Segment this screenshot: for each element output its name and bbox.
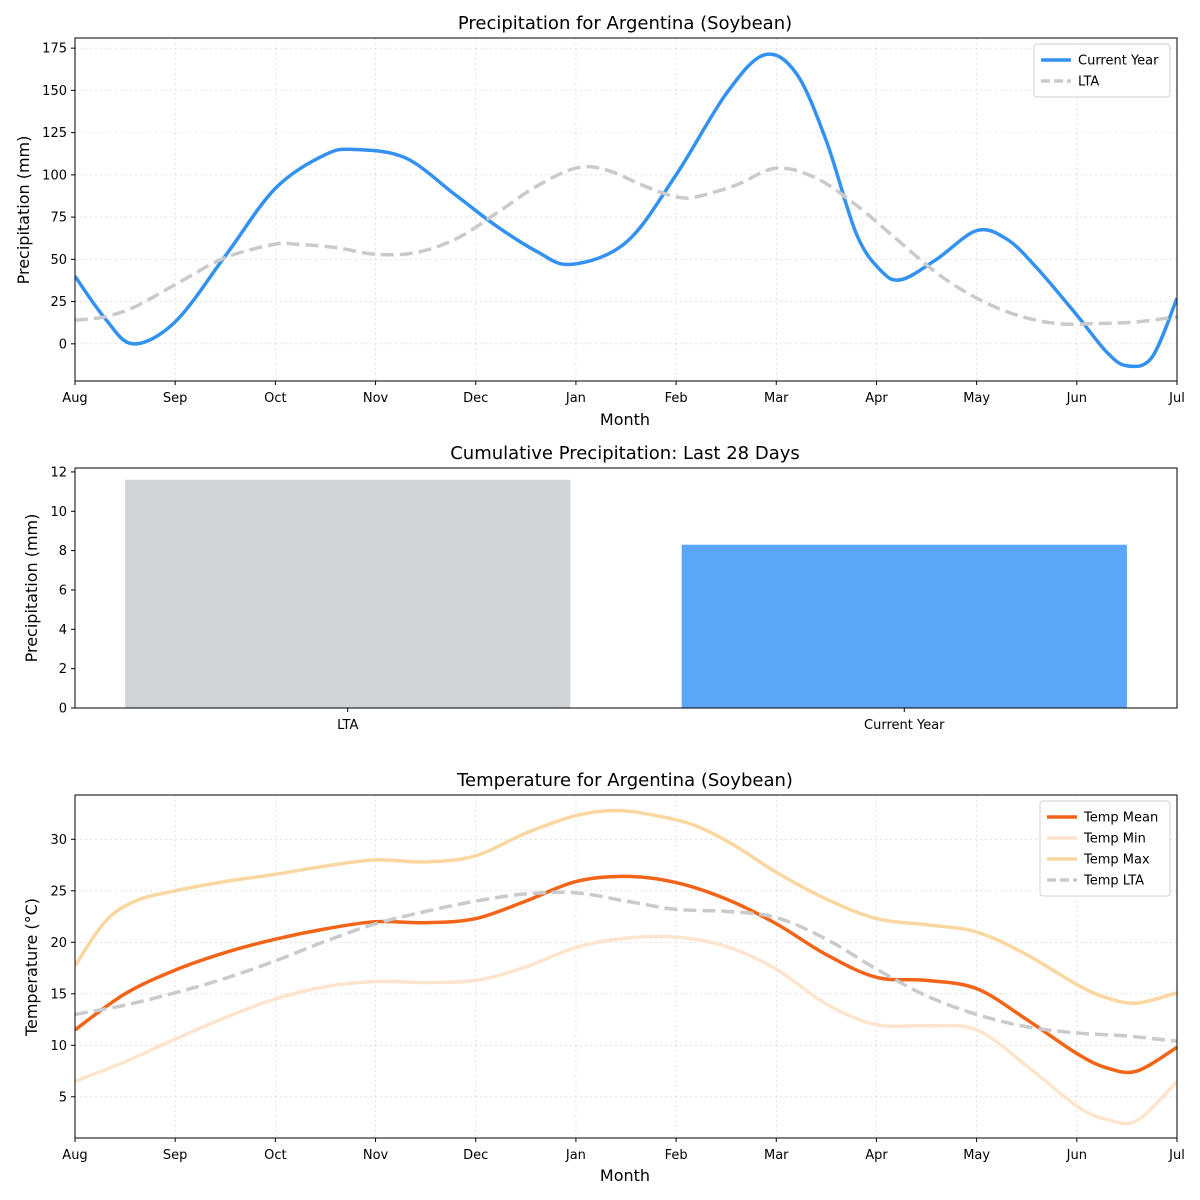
y-tick-label: 125 bbox=[42, 126, 67, 141]
legend-label: Temp Min bbox=[1083, 832, 1146, 847]
chart-title: Precipitation for Argentina (Soybean) bbox=[458, 13, 792, 34]
chart-title: Cumulative Precipitation: Last 28 Days bbox=[450, 443, 800, 464]
x-tick-label: Feb bbox=[665, 391, 688, 406]
y-axis-label: Precipitation (mm) bbox=[14, 136, 33, 285]
legend: Temp Mean Temp Min Temp Max Temp LTA bbox=[1039, 800, 1171, 897]
x-axis-ticks: LTA Current Year bbox=[337, 708, 945, 733]
temperature-line-chart: Temperature for Argentina (Soybean) Aug S… bbox=[22, 770, 1185, 1185]
y-tick-label: 150 bbox=[42, 84, 67, 99]
y-tick-label: 10 bbox=[50, 505, 67, 520]
x-tick-label: Current Year bbox=[864, 718, 945, 733]
series-lines bbox=[75, 808, 1177, 1126]
x-tick-label: Nov bbox=[363, 391, 389, 406]
legend-label: Current Year bbox=[1078, 54, 1159, 69]
y-tick-label: 25 bbox=[50, 884, 67, 899]
legend-label: Temp Max bbox=[1083, 853, 1150, 868]
y-tick-label: 30 bbox=[50, 833, 67, 848]
legend-box bbox=[1033, 43, 1171, 98]
legend: Current Year LTA bbox=[1033, 43, 1171, 98]
series-line-current-year bbox=[75, 52, 1177, 369]
y-axis-ticks: 5 10 15 20 25 30 bbox=[50, 833, 75, 1105]
x-tick-label: Oct bbox=[264, 391, 286, 406]
x-tick-label: Dec bbox=[463, 1148, 488, 1163]
y-axis-ticks: 0 25 50 75 100 125 150 175 bbox=[42, 42, 75, 352]
x-tick-label: Jun bbox=[1066, 1148, 1087, 1163]
plot-frame bbox=[74, 467, 1178, 709]
bar-current-year bbox=[681, 544, 1127, 708]
x-tick-label: LTA bbox=[337, 718, 358, 733]
plot-frame bbox=[74, 37, 1178, 382]
y-tick-label: 20 bbox=[50, 936, 67, 951]
bars bbox=[125, 479, 1127, 708]
y-tick-label: 75 bbox=[50, 211, 67, 226]
y-tick-label: 4 bbox=[59, 623, 67, 638]
series-line-lta bbox=[75, 164, 1177, 326]
series-line-temp-lta bbox=[75, 890, 1177, 1043]
y-tick-label: 25 bbox=[50, 295, 67, 310]
x-tick-label: Nov bbox=[363, 1148, 389, 1163]
x-tick-label: Aug bbox=[62, 391, 87, 406]
y-axis-ticks: 0 2 4 6 8 10 12 bbox=[50, 465, 75, 717]
y-tick-label: 15 bbox=[50, 987, 67, 1002]
y-tick-label: 5 bbox=[59, 1090, 67, 1105]
precipitation-line-chart: Precipitation for Argentina (Soybean) Au… bbox=[14, 13, 1185, 429]
series-line-temp-mean bbox=[75, 874, 1177, 1075]
y-tick-label: 2 bbox=[59, 662, 67, 677]
x-tick-label: Jul bbox=[1168, 391, 1185, 406]
x-tick-label: Jan bbox=[565, 1148, 586, 1163]
x-tick-label: Sep bbox=[163, 391, 188, 406]
x-axis-ticks: Aug Sep Oct Nov Dec Jan Feb Mar Apr May Jun Jul bbox=[62, 1138, 1185, 1163]
x-tick-label: Mar bbox=[764, 391, 789, 406]
y-tick-label: 50 bbox=[50, 253, 67, 268]
y-tick-label: 0 bbox=[59, 702, 67, 717]
plot-frame bbox=[74, 794, 1178, 1139]
x-tick-label: Sep bbox=[163, 1148, 188, 1163]
y-tick-label: 175 bbox=[42, 42, 67, 57]
series-lines bbox=[75, 52, 1177, 369]
x-tick-label: Jan bbox=[565, 391, 586, 406]
y-tick-label: 10 bbox=[50, 1039, 67, 1054]
y-axis-label: Temperature (°C) bbox=[22, 898, 41, 1037]
x-tick-label: Jul bbox=[1168, 1148, 1185, 1163]
y-tick-label: 6 bbox=[59, 583, 67, 598]
y-tick-label: 100 bbox=[42, 168, 67, 183]
y-tick-label: 12 bbox=[50, 465, 67, 480]
cumulative-precipitation-bar-chart: Cumulative Precipitation: Last 28 Days L… bbox=[22, 443, 1178, 733]
x-tick-label: Jun bbox=[1066, 391, 1087, 406]
x-axis-label: Month bbox=[600, 410, 650, 429]
legend-box bbox=[1039, 800, 1171, 897]
x-tick-label: May bbox=[963, 1148, 990, 1163]
x-tick-label: Oct bbox=[264, 1148, 286, 1163]
x-axis-label: Month bbox=[600, 1166, 650, 1185]
x-tick-label: Aug bbox=[62, 1148, 87, 1163]
x-tick-label: Apr bbox=[865, 391, 888, 406]
series-line-temp-max bbox=[75, 808, 1177, 1005]
x-tick-label: Mar bbox=[764, 1148, 789, 1163]
series-line-temp-min bbox=[75, 934, 1177, 1126]
chart-title: Temperature for Argentina (Soybean) bbox=[456, 770, 793, 791]
bar-lta bbox=[125, 479, 571, 708]
y-tick-label: 8 bbox=[59, 544, 67, 559]
legend-label: LTA bbox=[1078, 75, 1099, 90]
legend-label: Temp Mean bbox=[1083, 811, 1158, 826]
legend-label: Temp LTA bbox=[1083, 874, 1144, 889]
x-tick-label: May bbox=[963, 391, 990, 406]
x-tick-label: Apr bbox=[865, 1148, 888, 1163]
x-axis-ticks: Aug Sep Oct Nov Dec Jan Feb Mar Apr May Jun Jul bbox=[62, 381, 1185, 406]
x-tick-label: Dec bbox=[463, 391, 488, 406]
y-axis-label: Precipitation (mm) bbox=[22, 514, 41, 663]
x-tick-label: Feb bbox=[665, 1148, 688, 1163]
y-tick-label: 0 bbox=[59, 337, 67, 352]
